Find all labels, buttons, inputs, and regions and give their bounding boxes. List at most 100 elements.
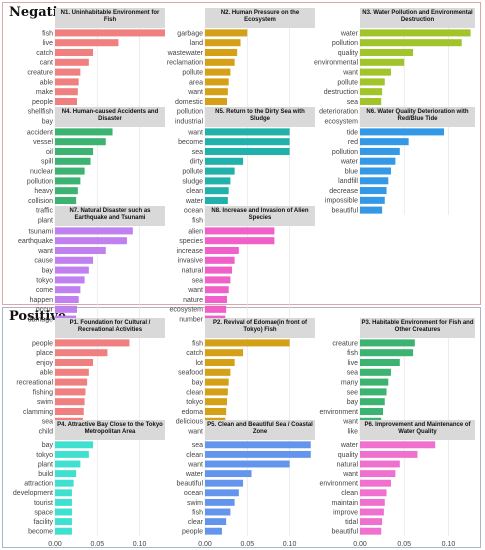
panel-title: N7. Natural Disaster such as Earthquake … xyxy=(55,206,165,226)
category-label: impossible xyxy=(325,198,358,205)
category-label: spill xyxy=(41,159,54,166)
bar xyxy=(55,527,72,535)
x-tick-label: 0.05 xyxy=(240,541,254,548)
category-label: decrease xyxy=(329,188,358,195)
category-label: sea xyxy=(192,149,203,156)
category-label: beautiful xyxy=(332,208,359,215)
category-label: place xyxy=(36,350,53,357)
bar xyxy=(205,398,227,406)
category-label: people xyxy=(32,340,53,347)
bar xyxy=(205,29,248,37)
category-label: clean xyxy=(341,490,358,497)
bar-chart: fish catch lot seafood bay clean tokyo edoma del… xyxy=(176,338,290,436)
bar xyxy=(55,470,77,478)
category-label: beautiful xyxy=(177,481,204,488)
x-tick-label: 0.10 xyxy=(133,541,147,548)
category-label: want xyxy=(187,461,203,468)
category-label: fish xyxy=(192,509,203,516)
bar xyxy=(205,349,244,357)
panel-title: P5. Clean and Beautiful Sea / Coastal Zo… xyxy=(205,420,315,440)
category-label: recreational xyxy=(16,380,53,387)
bar-chart: water quality natural want environment clean m… xyxy=(319,440,455,548)
category-label: space xyxy=(34,509,53,516)
category-label: ecosystem xyxy=(170,307,204,314)
category-label: tide xyxy=(347,129,358,136)
category-label: live xyxy=(42,40,53,47)
bar xyxy=(55,97,77,106)
panel-title: N1. Uninhabitable Environment for Fish xyxy=(55,8,165,28)
bar xyxy=(360,489,387,497)
category-label: many xyxy=(341,380,359,387)
bar xyxy=(55,246,106,255)
x-tick-label: 0.00 xyxy=(48,541,62,548)
bar xyxy=(55,378,88,386)
category-label: want xyxy=(342,471,358,478)
bar xyxy=(205,450,311,458)
category-label: tidal xyxy=(345,519,358,526)
category-label: ocean xyxy=(184,490,203,497)
bar xyxy=(55,39,119,47)
bar xyxy=(205,368,231,376)
bar xyxy=(55,489,72,497)
bar xyxy=(55,147,94,156)
category-label: quality xyxy=(338,50,359,57)
bar xyxy=(55,196,77,205)
bar xyxy=(205,78,229,86)
bar xyxy=(360,206,383,214)
category-label: vessel xyxy=(33,139,53,146)
category-label: clamming xyxy=(23,409,53,416)
bar xyxy=(360,518,383,526)
bar xyxy=(360,498,385,506)
positive-section-title: Positive xyxy=(9,309,67,324)
bar xyxy=(360,368,391,376)
category-label: development xyxy=(13,490,53,497)
category-label: clear xyxy=(188,519,204,526)
category-label: environment xyxy=(319,409,358,416)
bar xyxy=(55,518,72,526)
bar xyxy=(360,187,387,195)
bar-chart: creature fish live sea many see bay environment… xyxy=(319,338,449,436)
bar xyxy=(55,407,84,416)
category-label: fish xyxy=(42,30,53,37)
bar xyxy=(205,305,227,313)
bar xyxy=(205,97,227,106)
category-label: accident xyxy=(27,129,53,136)
bar xyxy=(55,68,81,76)
category-label: bay xyxy=(192,380,204,387)
category-label: pollution xyxy=(332,149,358,156)
category-label: red xyxy=(348,139,358,146)
chart-panel: P5. Clean and Beautiful Sea / Coastal Zo… xyxy=(177,420,315,550)
category-label: child xyxy=(39,429,54,436)
category-label: maintain xyxy=(332,500,359,507)
category-label: seafood xyxy=(178,370,203,377)
category-label: ocean xyxy=(184,208,203,215)
bar xyxy=(205,48,238,57)
x-tick-label: 0.00 xyxy=(353,541,367,548)
category-label: wastewater xyxy=(167,50,204,57)
category-label: nature xyxy=(183,297,203,304)
category-label: landfill xyxy=(338,178,358,185)
bar xyxy=(205,388,228,396)
category-label: alien xyxy=(188,228,203,235)
category-label: bay xyxy=(42,119,54,126)
x-tick-label: 0.05 xyxy=(90,541,104,548)
bar xyxy=(205,508,231,516)
category-label: reclamation xyxy=(167,60,203,67)
bar xyxy=(205,378,229,386)
category-label: bay xyxy=(42,442,54,449)
bar-chart: tide red pollution water blue landfill decreas… xyxy=(325,127,449,215)
bar xyxy=(360,460,400,468)
bar xyxy=(205,358,235,367)
category-label: sea xyxy=(192,442,203,449)
bar xyxy=(360,128,445,136)
chart-panel: N4. Human-caused Accidents and Disaster a… xyxy=(27,107,165,239)
bar xyxy=(55,227,133,235)
category-label: tsunami xyxy=(28,228,53,235)
x-tick-label: 0.00 xyxy=(198,541,212,548)
chart-panel: P6. Improvement and Maintenance of Water… xyxy=(319,420,475,550)
panel-title: P2. Revival of Edomae(in front of Tokyo)… xyxy=(205,318,315,338)
category-label: pollution xyxy=(332,40,358,47)
category-label: pollution xyxy=(177,109,203,116)
category-label: plant xyxy=(38,461,53,468)
category-label: tourist xyxy=(34,500,53,507)
